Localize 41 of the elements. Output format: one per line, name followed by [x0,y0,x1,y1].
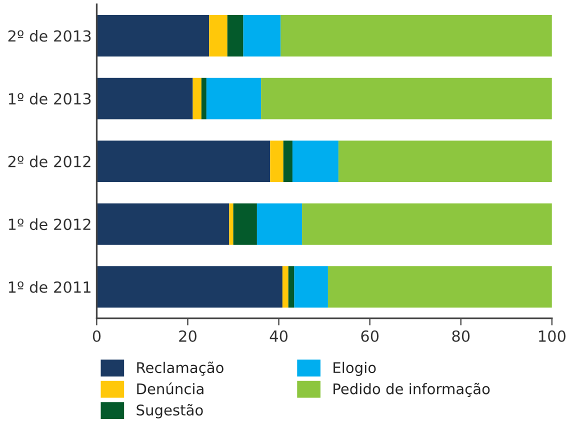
x-tick-label: 100 [539,330,566,342]
x-tick-label: 40 [270,330,288,342]
bar [192,78,202,120]
bar [243,15,281,56]
bar [96,78,193,120]
bar [256,203,302,245]
bar [288,266,294,308]
legend-label: Denúncia [137,382,204,394]
y-tick-label: 2º de 2012 [8,156,90,168]
bar [302,203,552,245]
bar [338,140,552,182]
x-tick-label: 60 [361,330,379,342]
y-tick-label: 1º de 2011 [8,281,90,293]
bar [328,266,552,308]
legend-label: Sugestão [136,404,203,418]
y-tick-label: 2º de 2013 [8,30,91,42]
y-tick-label: 1º de 2013 [8,92,91,105]
bar [261,78,552,120]
x-tick-label: 80 [452,330,470,342]
bar [96,203,230,245]
bar [227,15,244,56]
bar [294,266,328,308]
legend-label: Pedido de informação [334,382,490,397]
bar [283,140,292,182]
bar [206,78,262,120]
bar [201,78,206,120]
x-tick-label: 20 [179,330,196,342]
bar [282,266,288,308]
legend-label: Reclamação [137,362,224,376]
y-tick-label: 1º de 2012 [8,218,90,230]
bar [96,15,210,56]
bar [280,15,552,56]
bar [96,266,282,308]
legend-label: Elogio [334,362,376,376]
bar [292,140,338,182]
x-tick-label: 0 [92,330,101,342]
bar [270,140,284,182]
bar [209,15,228,56]
bar [96,140,270,182]
bar [233,203,257,245]
bar [229,203,234,245]
